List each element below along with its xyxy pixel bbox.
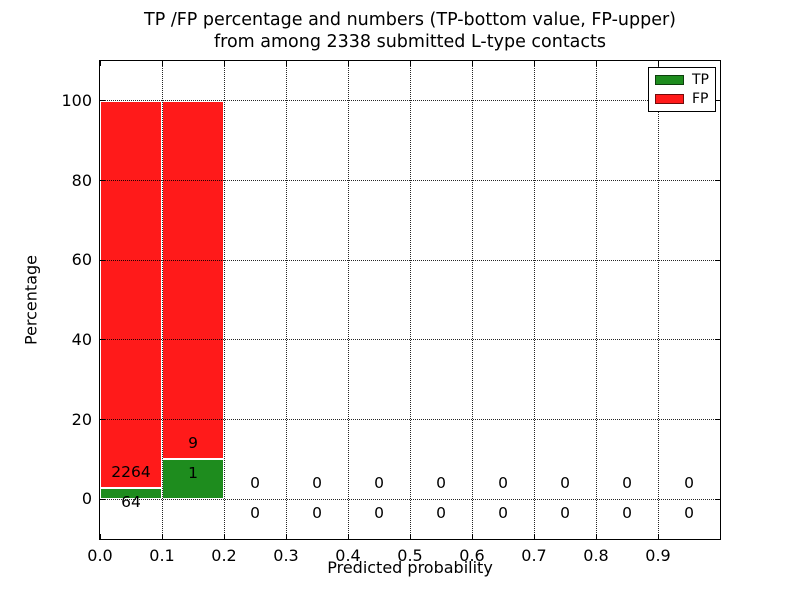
legend-label: TP: [692, 72, 709, 89]
y-tick-label: 40: [71, 329, 92, 349]
y-tick-label: 80: [71, 170, 92, 190]
y-tick-mark-right: [715, 180, 720, 181]
x-tick-mark: [99, 534, 101, 539]
x-tick-mark: [161, 534, 163, 539]
y-tick-mark: [100, 498, 105, 500]
gridline-horizontal: [100, 259, 720, 261]
gridline-vertical: [471, 61, 473, 539]
x-tick-mark-top: [223, 61, 225, 66]
y-tick-mark: [100, 419, 105, 420]
chart-title-line2: from among 2338 submitted L-type contact…: [213, 32, 607, 52]
tp-count-label: 1: [188, 464, 198, 483]
legend-entry: TP: [655, 73, 709, 87]
y-tick-mark: [100, 339, 105, 341]
y-tick-mark-right: [715, 259, 720, 261]
x-tick-label: 0.6: [459, 546, 485, 565]
x-tick-mark: [471, 534, 473, 539]
legend-entry: FP: [655, 92, 709, 106]
y-tick-label: 20: [71, 409, 92, 429]
gridline-vertical: [657, 61, 659, 539]
plot-area: TP FP 0.0 0.1 0.2 0.3 0.4 0.5 0.6 0.7 0.8 0.9 0 20 40…: [61, 60, 721, 565]
gridline-vertical: [285, 61, 287, 539]
fp-count-label: 0: [560, 473, 570, 492]
tp-count-label: 0: [560, 504, 570, 523]
x-tick-mark-top: [657, 61, 659, 66]
y-tick-label: 0: [81, 489, 92, 509]
x-tick-mark: [347, 534, 349, 539]
x-tick-mark-top: [347, 61, 349, 66]
x-tick-mark-top: [471, 61, 473, 66]
y-tick-label: 100: [61, 90, 92, 110]
y-tick-mark: [100, 259, 105, 261]
y-tick-mark-right: [715, 339, 720, 341]
gridline-vertical: [347, 61, 349, 539]
x-tick-mark-top: [409, 61, 411, 66]
legend: TP FP: [648, 67, 716, 112]
fp-count-label: 2264: [111, 462, 151, 481]
x-tick-label: 0.0: [87, 546, 113, 565]
tp-count-label: 0: [312, 504, 322, 523]
y-tick-label: 60: [71, 250, 92, 270]
x-tick-label: 0.4: [335, 546, 361, 565]
y-tick-mark-right: [715, 100, 720, 102]
x-tick-label: 0.1: [149, 546, 175, 565]
x-tick-label: 0.2: [211, 546, 237, 565]
x-tick-label: 0.5: [397, 546, 423, 565]
gridline-vertical: [595, 61, 597, 539]
gridline-horizontal: [100, 339, 720, 341]
fp-count-label: 0: [684, 473, 694, 492]
y-tick-mark-right: [715, 419, 720, 420]
gridline-vertical: [409, 61, 411, 539]
y-tick-mark: [100, 100, 105, 102]
x-tick-mark-top: [533, 61, 535, 66]
gridline-vertical: [533, 61, 535, 539]
x-tick-mark: [223, 534, 225, 539]
chart-title: TP /FP percentage and numbers (TP-bottom…: [99, 9, 721, 53]
gridline-horizontal: [100, 498, 720, 500]
chart-title-line1: TP /FP percentage and numbers (TP-bottom…: [144, 10, 676, 30]
x-tick-label: 0.9: [645, 546, 671, 565]
x-tick-label: 0.3: [273, 546, 299, 565]
x-tick-mark: [657, 534, 659, 539]
gridline-horizontal: [100, 180, 720, 181]
x-tick-mark-top: [285, 61, 287, 66]
fp-count-label: 9: [188, 433, 198, 452]
gridline-vertical: [223, 61, 225, 539]
tp-count-label: 0: [684, 504, 694, 523]
y-tick-mark-right: [715, 498, 720, 500]
x-tick-mark-top: [99, 61, 101, 66]
tp-count-label: 0: [498, 504, 508, 523]
x-tick-mark: [533, 534, 535, 539]
x-tick-mark: [409, 534, 411, 539]
legend-swatch-tp: [655, 75, 684, 86]
tp-count-label: 0: [622, 504, 632, 523]
legend-swatch-fp: [655, 93, 684, 104]
fp-count-label: 0: [250, 473, 260, 492]
fp-count-label: 0: [374, 473, 384, 492]
x-tick-label: 0.8: [583, 546, 609, 565]
tp-count-label: 64: [121, 493, 141, 512]
x-tick-mark: [595, 534, 597, 539]
fp-count-label: 0: [312, 473, 322, 492]
x-tick-mark: [285, 534, 287, 539]
fp-count-label: 0: [622, 473, 632, 492]
gridline-horizontal: [100, 100, 720, 102]
bar-segment-fp: [100, 100, 162, 489]
tp-count-label: 0: [250, 504, 260, 523]
gridline-vertical: [161, 61, 163, 539]
x-tick-mark-top: [595, 61, 597, 66]
x-axis-label: Predicted probability: [327, 558, 493, 577]
legend-label: FP: [692, 90, 709, 107]
x-tick-mark-top: [161, 61, 163, 66]
y-tick-mark: [100, 180, 105, 181]
fp-count-label: 0: [436, 473, 446, 492]
y-axis-label: Percentage: [21, 254, 41, 346]
tp-count-label: 0: [374, 504, 384, 523]
x-tick-label: 0.7: [521, 546, 547, 565]
tp-count-label: 0: [436, 504, 446, 523]
bar-segment-fp: [162, 100, 224, 460]
fp-count-label: 0: [498, 473, 508, 492]
gridline-horizontal: [100, 419, 720, 420]
